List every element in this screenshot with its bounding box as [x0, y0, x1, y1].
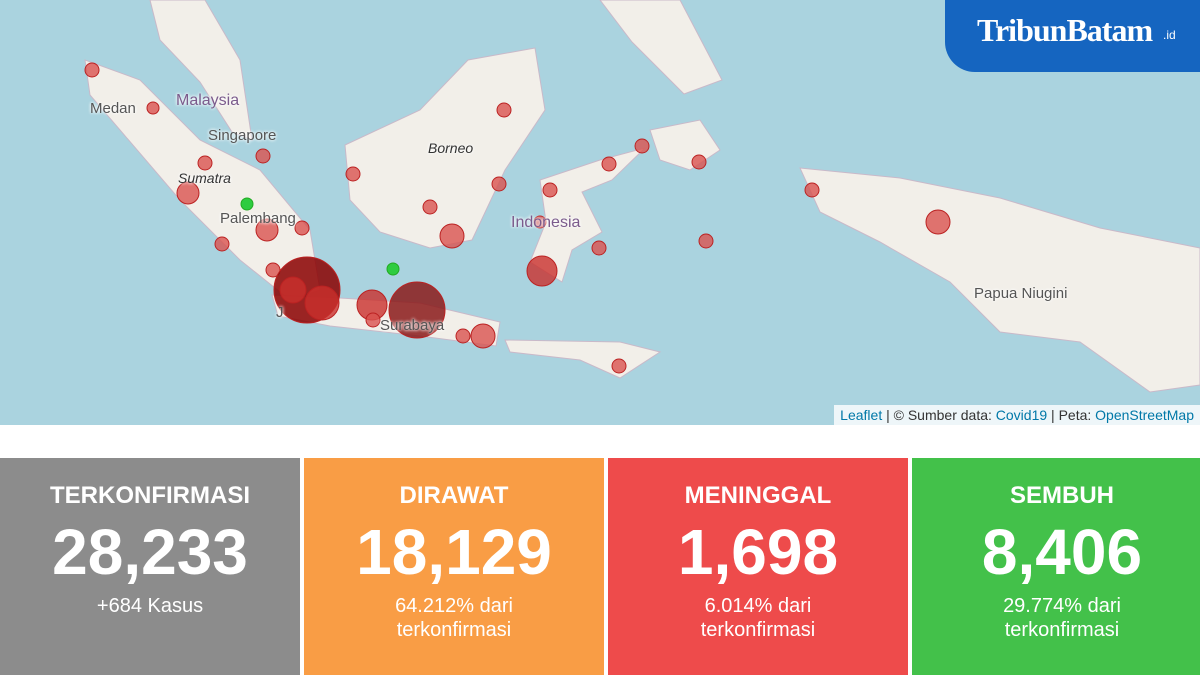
map-label: Medan [90, 100, 136, 117]
card-title: TERKONFIRMASI [50, 482, 250, 509]
map-label: Sumatra [178, 170, 231, 186]
card-note: 6.014% dari terkonfirmasi [700, 595, 816, 641]
card-value: 28,233 [52, 516, 248, 588]
halmahera [649, 119, 721, 171]
case-circle [197, 155, 213, 171]
recovered-circle [386, 262, 400, 276]
case-circle [611, 358, 627, 374]
philippines [599, 0, 723, 95]
stat-card: TERKONFIRMASI 28,233 +684 Kasus [0, 458, 300, 675]
case-circle [634, 138, 650, 154]
case-circles [84, 62, 951, 374]
recovered-circle [240, 197, 254, 211]
case-circle [255, 148, 271, 164]
case-circle [422, 199, 438, 215]
papua [799, 167, 1200, 393]
source-link[interactable]: Covid19 [995, 407, 1048, 423]
stat-card: DIRAWAT 18,129 64.212% dari terkonfirmasi [304, 458, 604, 675]
stat-card: SEMBUH 8,406 29.774% dari terkonfirmasi [912, 458, 1200, 675]
map-label: Singapore [208, 127, 277, 144]
malay-peninsula [149, 0, 253, 141]
case-circle [294, 220, 310, 236]
case-circle [176, 181, 200, 205]
sulawesi [529, 147, 647, 283]
card-note: +684 Kasus [96, 595, 204, 617]
case-circle [365, 312, 381, 328]
logo-name: TribunBatam [977, 12, 1153, 48]
case-circle [304, 285, 340, 321]
case-circle [601, 156, 617, 172]
case-circle [591, 240, 607, 256]
case-circle [804, 182, 820, 198]
logo-suffix: .id [1163, 28, 1176, 42]
map-label: Papua Niugini [974, 285, 1068, 302]
case-circle [491, 176, 507, 192]
case-circle [255, 218, 279, 242]
card-note: 64.212% dari terkonfirmasi [395, 595, 513, 641]
case-circle [542, 182, 558, 198]
card-value: 18,129 [356, 516, 552, 588]
leaflet-link[interactable]: Leaflet [840, 407, 883, 423]
case-circle [84, 62, 100, 78]
case-circle [279, 276, 307, 304]
case-circle [925, 209, 951, 235]
case-circle [455, 328, 471, 344]
attribution-text: | Peta: [1051, 407, 1092, 423]
map-label: J [276, 304, 284, 321]
map-canvas [84, 0, 1200, 393]
case-circle [214, 236, 230, 252]
nusa-tenggara [504, 339, 662, 379]
logo[interactable]: TribunBatam .id [945, 0, 1200, 72]
stat-card: MENINGGAL 1,698 6.014% dari terkonfirmasi [608, 458, 908, 675]
case-circle [496, 102, 512, 118]
card-title: MENINGGAL [684, 482, 832, 509]
osm-link[interactable]: OpenStreetMap [1095, 407, 1194, 423]
map-label: Malaysia [176, 92, 240, 109]
case-circle [388, 281, 446, 339]
map-label: Indonesia [511, 214, 581, 231]
map-label: Surabaya [380, 317, 445, 334]
case-circle [265, 262, 281, 278]
card-title: DIRAWAT [399, 482, 509, 509]
card-note: 29.774% dari terkonfirmasi [1003, 595, 1121, 641]
case-circle [345, 166, 361, 182]
case-circle [146, 101, 160, 115]
map-label: Borneo [428, 140, 474, 156]
case-circle [533, 215, 547, 229]
case-circle [439, 223, 465, 249]
attribution-text: | © Sumber data: [886, 407, 992, 423]
case-circle [470, 323, 496, 349]
land [84, 0, 1200, 393]
case-circle [698, 233, 714, 249]
card-title: SEMBUH [1009, 482, 1114, 509]
attribution: Leaflet | © Sumber data: Covid19 | Peta:… [834, 405, 1200, 425]
borneo [344, 47, 546, 249]
map-label: Palembang [220, 210, 296, 227]
case-circle [526, 255, 558, 287]
case-circle [691, 154, 707, 170]
card-value: 8,406 [981, 516, 1143, 588]
card-value: 1,698 [677, 516, 839, 588]
